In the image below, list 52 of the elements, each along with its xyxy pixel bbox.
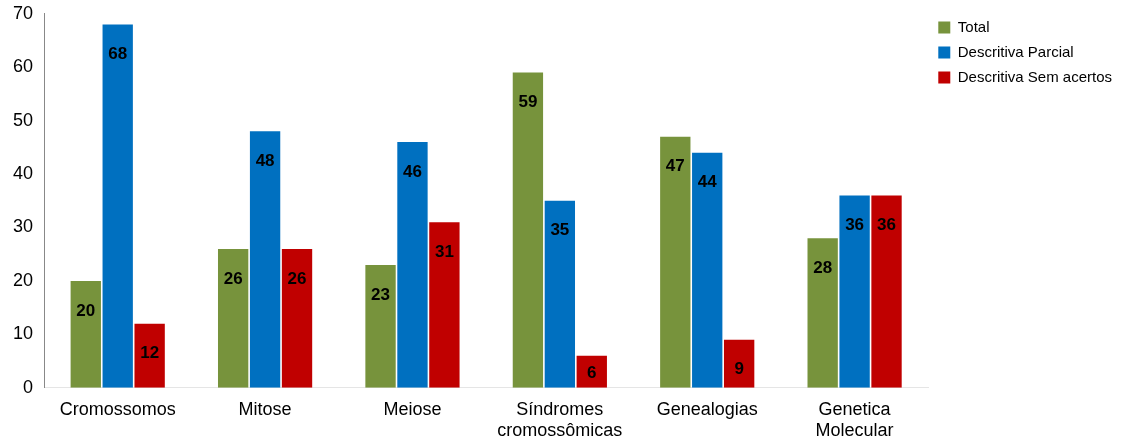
bar (807, 238, 838, 388)
data-label: 36 (845, 215, 865, 235)
data-label: 31 (434, 241, 454, 261)
data-label: 26 (287, 268, 307, 288)
bar (70, 280, 101, 388)
data-label: 47 (665, 156, 685, 176)
bar (692, 152, 723, 388)
legend-label: Total (957, 17, 990, 35)
bar (102, 24, 133, 388)
x-tick-label: Meiose (383, 398, 442, 419)
data-label: 46 (403, 161, 422, 181)
data-label: 6 (587, 363, 597, 383)
y-tick-label: 40 (12, 163, 34, 184)
data-label: 35 (550, 220, 570, 240)
bar (365, 264, 396, 388)
data-label: 12 (140, 343, 160, 363)
y-tick-label: 70 (12, 2, 34, 23)
data-label: 23 (371, 284, 390, 304)
bar (281, 248, 313, 388)
y-tick-label: 0 (23, 376, 34, 397)
bar (512, 72, 544, 388)
bar (871, 195, 902, 388)
x-tick-label: Cromossomos (59, 398, 176, 419)
data-label: 9 (734, 359, 744, 379)
data-label: 59 (518, 92, 538, 112)
y-tick-label: 30 (12, 216, 34, 237)
data-label: 68 (108, 44, 128, 64)
x-tick-label: Genetica Molecular (815, 398, 894, 441)
data-label: 48 (255, 151, 275, 171)
data-label: 44 (697, 172, 718, 192)
bar (839, 195, 870, 388)
legend-label: Descritiva Parcial (957, 42, 1074, 60)
x-tick-label: Mitose (238, 398, 292, 419)
y-tick-label: 20 (12, 269, 34, 290)
bar (544, 200, 576, 388)
data-label: 20 (76, 300, 96, 320)
bar (723, 339, 755, 388)
x-tick-label: Genealogias (656, 398, 758, 419)
bar (429, 222, 460, 388)
bar (397, 142, 428, 388)
bar (660, 136, 691, 388)
data-label: 26 (223, 268, 243, 288)
y-tick-label: 60 (12, 56, 34, 77)
data-label: 28 (813, 257, 833, 277)
legend-label: Descritiva Sem acertos (957, 67, 1113, 85)
y-tick-label: 50 (12, 109, 34, 130)
bar (217, 248, 249, 388)
y-tick-label: 10 (12, 323, 34, 344)
x-tick-label: Síndromes cromossômicas (497, 398, 623, 441)
bar (249, 131, 281, 388)
data-label: 36 (877, 215, 896, 235)
bar (134, 323, 165, 388)
